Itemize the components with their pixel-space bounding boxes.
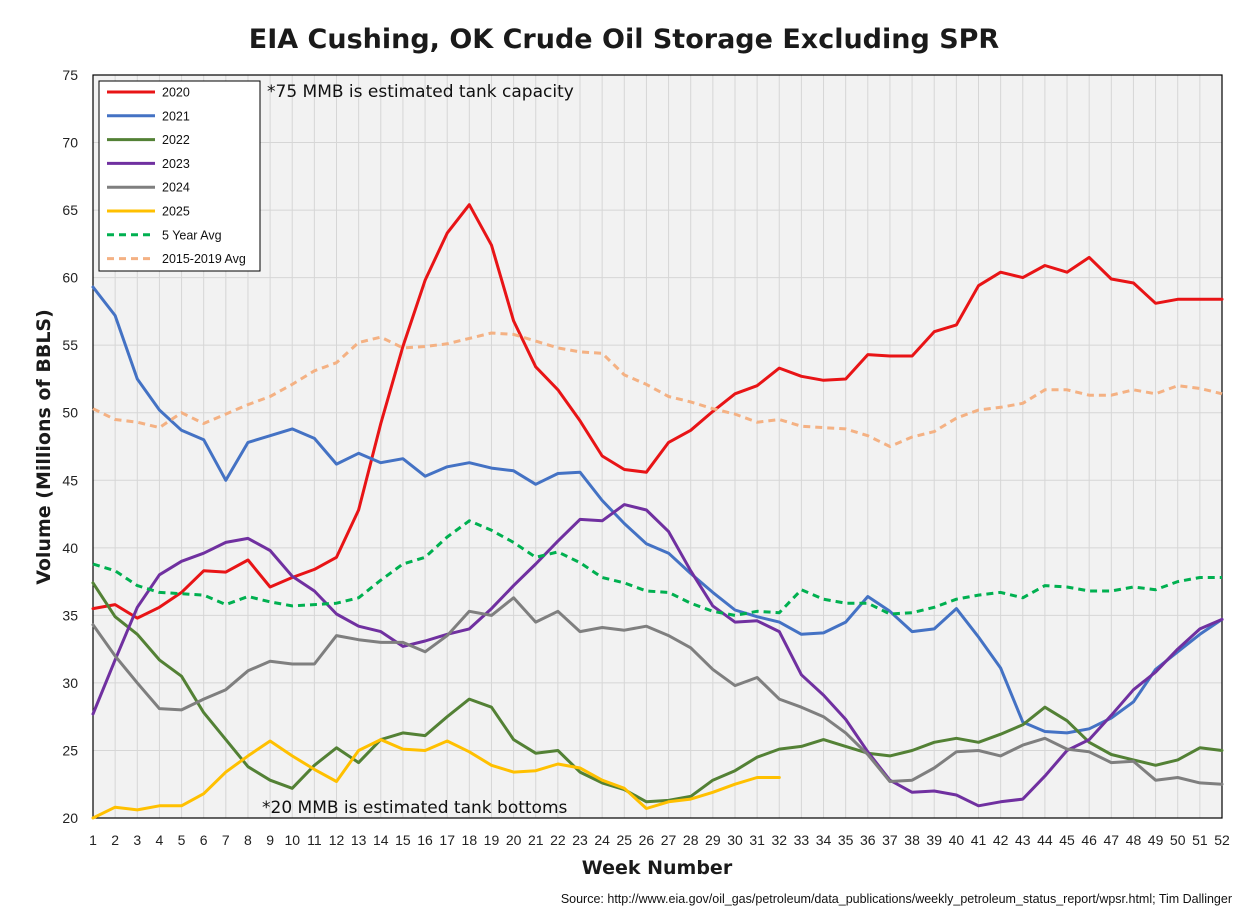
series-line-2024 [91, 596, 1224, 786]
x-tick-label: 49 [1148, 832, 1164, 848]
legend-label: 5 Year Avg [162, 228, 222, 242]
x-tick-label: 45 [1059, 832, 1075, 848]
series-line-2022 [91, 581, 1224, 804]
x-tick-label: 42 [993, 832, 1009, 848]
source-note: Source: http://www.eia.gov/oil_gas/petro… [561, 892, 1232, 906]
x-tick-label: 22 [550, 832, 566, 848]
y-tick-label: 40 [62, 540, 78, 556]
x-tick-label: 16 [417, 832, 433, 848]
x-tick-label: 18 [462, 832, 478, 848]
x-tick-label: 19 [484, 832, 500, 848]
x-tick-label: 28 [683, 832, 699, 848]
x-tick-label: 10 [284, 832, 300, 848]
x-tick-label: 11 [307, 832, 322, 848]
x-tick-label: 52 [1214, 832, 1230, 848]
legend-label: 2022 [162, 133, 190, 147]
x-tick-label: 13 [351, 832, 367, 848]
y-tick-label: 45 [62, 472, 78, 488]
x-tick-label: 48 [1126, 832, 1142, 848]
x-tick-label: 34 [816, 832, 832, 848]
x-tick-label: 37 [882, 832, 898, 848]
legend-label: 2015-2019 Avg [162, 252, 246, 266]
y-tick-label: 55 [62, 337, 78, 353]
series-line-2015-2019-avg [92, 331, 1223, 448]
legend-label: 2021 [162, 109, 190, 123]
x-tick-label: 9 [266, 832, 274, 848]
x-tick-label: 36 [860, 832, 876, 848]
x-tick-label: 3 [133, 832, 141, 848]
x-tick-label: 1 [89, 832, 97, 848]
y-tick-label: 25 [62, 742, 78, 758]
plot-area [93, 75, 1222, 818]
legend-box [98, 80, 261, 272]
x-tick-label: 38 [904, 832, 920, 848]
x-tick-label: 35 [838, 832, 854, 848]
plot-border [92, 74, 1223, 819]
x-tick-label: 20 [506, 832, 522, 848]
x-tick-label: 8 [244, 832, 252, 848]
x-tick-label: 17 [439, 832, 455, 848]
legend-label: 2025 [162, 205, 190, 219]
capacity-annotation: *75 MMB is estimated tank capacity [267, 82, 574, 102]
series-line-2021 [91, 285, 1224, 735]
x-tick-label: 32 [771, 832, 787, 848]
x-axis-title: Week Number [582, 857, 733, 879]
series-lines [91, 203, 1224, 820]
x-tick-label: 50 [1170, 832, 1186, 848]
x-tick-label: 21 [528, 832, 544, 848]
legend-label: 2024 [162, 181, 190, 195]
x-tick-label: 15 [395, 832, 411, 848]
x-tick-label: 4 [156, 832, 164, 848]
x-tick-label: 41 [971, 832, 987, 848]
y-tick-label: 50 [62, 405, 78, 421]
x-tick-label: 7 [222, 832, 230, 848]
series-line-5-year-avg [92, 519, 1222, 617]
x-tick-label: 24 [594, 832, 610, 848]
x-tick-label: 25 [617, 832, 633, 848]
x-tick-label: 26 [639, 832, 655, 848]
x-tick-label: 31 [749, 832, 765, 848]
x-tick-label: 43 [1015, 832, 1031, 848]
x-tick-label: 5 [178, 832, 186, 848]
series-line-2025 [91, 738, 781, 820]
x-tick-label: 44 [1037, 832, 1053, 848]
y-tick-label: 75 [62, 67, 78, 83]
y-tick-label: 35 [62, 607, 78, 623]
x-tick-label: 39 [926, 832, 942, 848]
x-tick-label: 47 [1104, 832, 1120, 848]
x-tick-label: 40 [949, 832, 965, 848]
legend-label: 2023 [162, 157, 190, 171]
y-tick-label: 20 [62, 810, 78, 826]
chart-title: EIA Cushing, OK Crude Oil Storage Exclud… [249, 24, 1000, 55]
x-tick-label: 27 [661, 832, 677, 848]
series-line-2020 [91, 203, 1224, 620]
y-axis-title: Volume (Millions of BBLS) [33, 309, 55, 585]
x-tick-label: 33 [794, 832, 810, 848]
legend: 2020 2021 2022 2023 2024 2025 5 Year Avg 2015-2… [98, 80, 261, 272]
x-tick-label: 30 [727, 832, 743, 848]
x-tick-label: 29 [705, 832, 721, 848]
x-tick-label: 14 [373, 832, 389, 848]
series-line-2023 [91, 503, 1224, 808]
x-tick-label: 23 [572, 832, 588, 848]
x-tick-label: 46 [1081, 832, 1097, 848]
x-axis-ticks: 1 2 3 4 5 6 7 8 9 10 11 12 13 14 15 16 17 18 19 20 21 22 23 24 2… [89, 832, 1230, 848]
y-tick-label: 65 [62, 202, 78, 218]
legend-label: 2020 [162, 86, 190, 100]
y-axis-ticks: 20 25 30 35 40 45 50 55 60 65 70 75 [62, 67, 78, 826]
y-tick-label: 70 [62, 135, 78, 151]
x-tick-label: 12 [329, 832, 345, 848]
x-tick-label: 51 [1192, 832, 1208, 848]
bottoms-annotation: *20 MMB is estimated tank bottoms [262, 798, 568, 818]
x-tick-label: 2 [111, 832, 119, 848]
x-tick-label: 6 [200, 832, 208, 848]
y-tick-label: 60 [62, 270, 78, 286]
y-tick-label: 30 [62, 675, 78, 691]
